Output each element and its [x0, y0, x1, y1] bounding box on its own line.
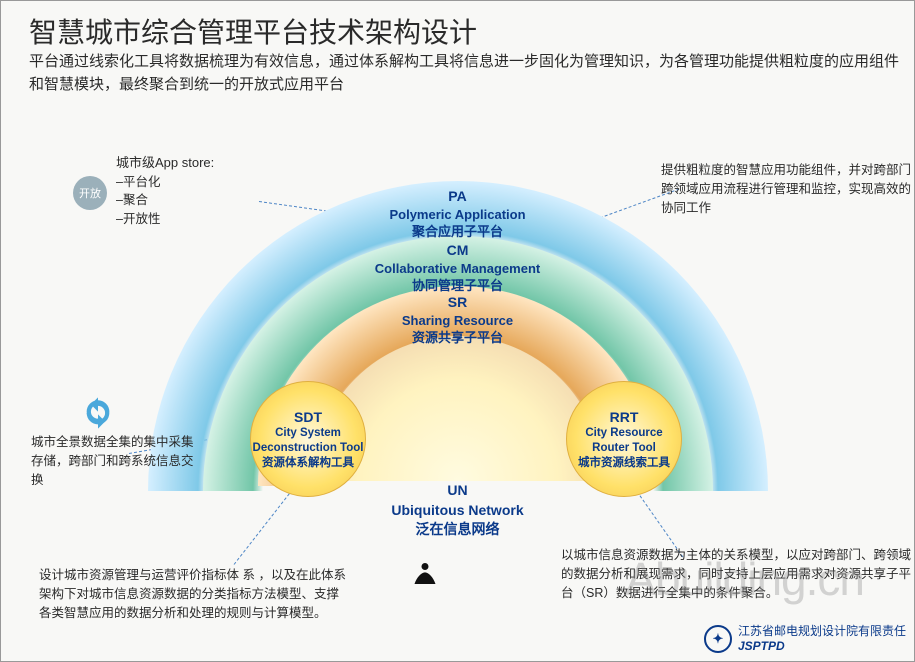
sdt-en2: Deconstruction Tool [251, 441, 365, 456]
un-block: UN Ubiquitous Network 泛在信息网络 [391, 481, 523, 540]
un-code: UN [391, 481, 523, 501]
page-subtitle: 平台通过线索化工具将数据梳理为有效信息，通过体系解构工具将信息进一步固化为管理知… [29, 51, 899, 96]
rrt-circle: RRT City Resource Router Tool 城市资源线索工具 [566, 381, 682, 497]
annot-appstore-item: –开放性 [116, 210, 276, 229]
rrt-en1: City Resource [567, 426, 681, 441]
arc-cm-en: Collaborative Management [375, 260, 540, 278]
sdt-cn: 资源体系解构工具 [251, 456, 365, 471]
annot-top-right: 提供粗粒度的智慧应用功能组件，并对跨部门跨领域应用流程进行管理和监控，实现高效的… [661, 161, 915, 217]
footer-cn: 江苏省邮电规划设计院有限责任 [738, 624, 906, 638]
arc-sr-label: SR Sharing Resource 资源共享子平台 [402, 293, 513, 347]
sdt-code: SDT [251, 408, 365, 426]
arc-pa-en: Polymeric Application [389, 206, 525, 224]
rrt-en2: Router Tool [567, 441, 681, 456]
un-cn: 泛在信息网络 [391, 520, 523, 540]
annot-appstore-item: –聚合 [116, 191, 276, 210]
annot-appstore-item: –平台化 [116, 173, 276, 192]
arc-pa-code: PA [389, 187, 525, 206]
arc-pa-cn: 聚合应用子平台 [389, 223, 525, 241]
sdt-en1: City System [251, 426, 365, 441]
rrt-code: RRT [567, 408, 681, 426]
arc-cm-label: CM Collaborative Management 协同管理子平台 [375, 241, 540, 295]
annot-bottom-left: 设计城市资源管理与运营评价指标体 系 ，以及在此体系架构下对城市信息资源数据的分… [39, 566, 349, 622]
arc-sr-en: Sharing Resource [402, 312, 513, 330]
footer-en: JSPTPD [738, 639, 906, 653]
arc-sr-code: SR [402, 293, 513, 312]
footer-logo: ✦ 江苏省邮电规划设计院有限责任 JSPTPD [704, 624, 906, 653]
page-title: 智慧城市综合管理平台技术架构设计 [29, 11, 477, 51]
un-en: Ubiquitous Network [391, 501, 523, 521]
watermark: Abuilding.cn [625, 552, 864, 606]
arc-sr-cn: 资源共享子平台 [402, 329, 513, 347]
footer-seal-icon: ✦ [704, 625, 732, 653]
annot-appstore-title: 城市级App store: [116, 153, 276, 173]
arc-cm-code: CM [375, 241, 540, 260]
decorative-icon [411, 563, 439, 585]
annot-mid-left: 城市全景数据全集的集中采集存储，跨部门和跨系统信息交换 [31, 433, 201, 489]
open-badge: 开放 [73, 176, 107, 210]
annot-appstore: 城市级App store: –平台化 –聚合 –开放性 [116, 153, 276, 229]
refresh-icon [81, 396, 115, 430]
arc-pa-label: PA Polymeric Application 聚合应用子平台 [389, 187, 525, 241]
sdt-circle: SDT City System Deconstruction Tool 资源体系… [250, 381, 366, 497]
rrt-cn: 城市资源线索工具 [567, 456, 681, 471]
